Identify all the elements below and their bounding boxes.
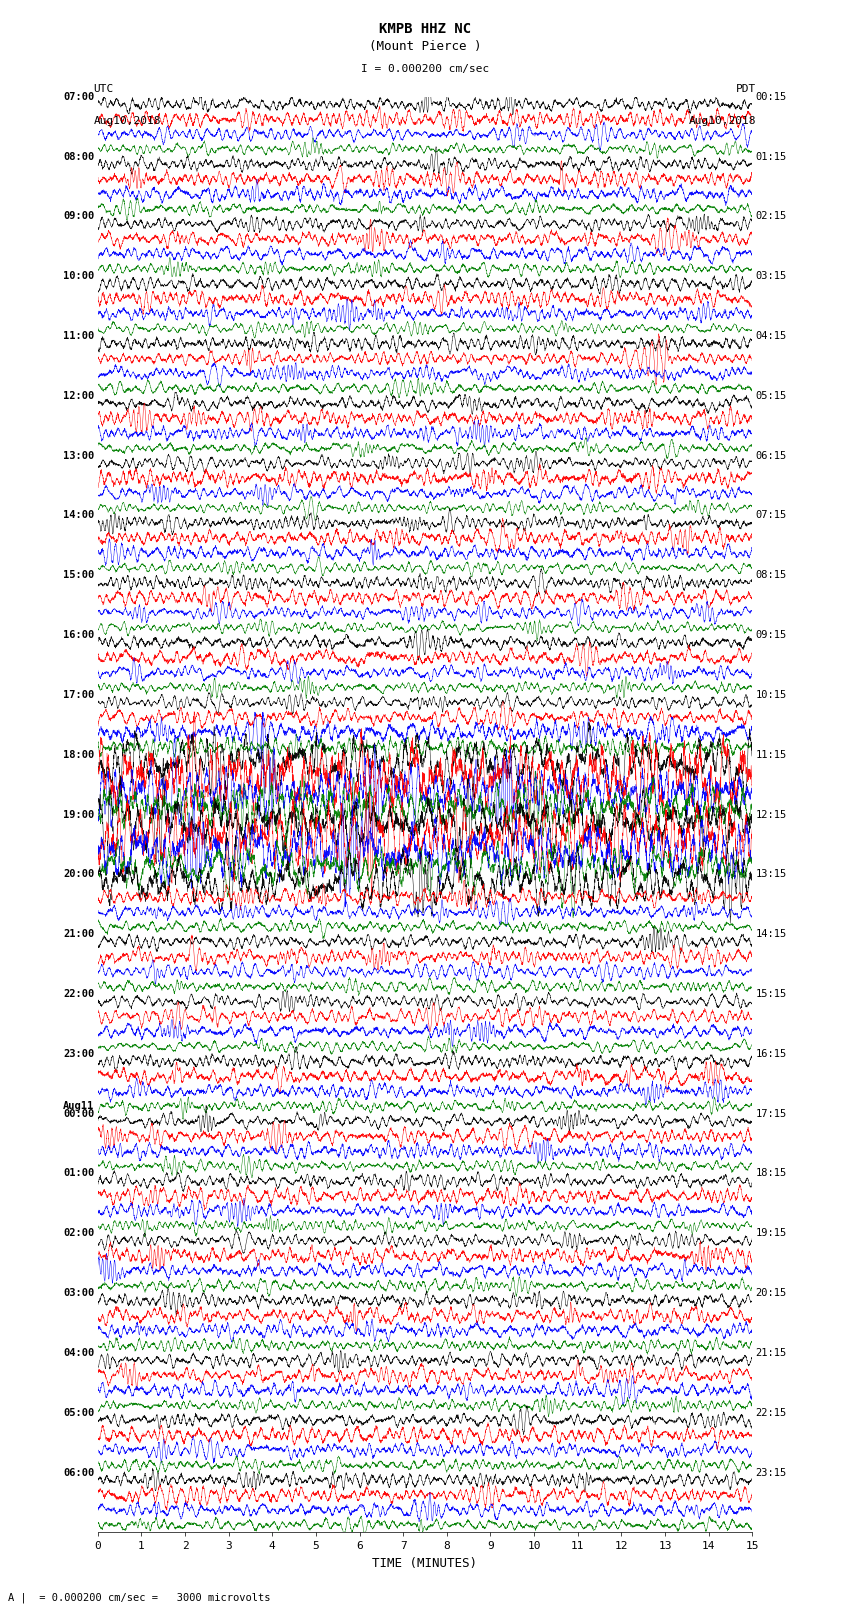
Text: 13:00: 13:00 xyxy=(63,450,94,461)
Text: 18:15: 18:15 xyxy=(756,1168,787,1179)
Text: 15:15: 15:15 xyxy=(756,989,787,998)
Text: 16:15: 16:15 xyxy=(756,1048,787,1058)
Text: 23:00: 23:00 xyxy=(63,1048,94,1058)
Text: 04:15: 04:15 xyxy=(756,331,787,340)
Text: 11:15: 11:15 xyxy=(756,750,787,760)
Text: 06:00: 06:00 xyxy=(63,1468,94,1478)
Text: UTC: UTC xyxy=(94,84,114,94)
X-axis label: TIME (MINUTES): TIME (MINUTES) xyxy=(372,1557,478,1569)
Text: 02:00: 02:00 xyxy=(63,1227,94,1239)
Text: 07:00: 07:00 xyxy=(63,92,94,102)
Text: 10:00: 10:00 xyxy=(63,271,94,281)
Text: 17:15: 17:15 xyxy=(756,1108,787,1119)
Text: 11:00: 11:00 xyxy=(63,331,94,340)
Text: 22:00: 22:00 xyxy=(63,989,94,998)
Text: 06:15: 06:15 xyxy=(756,450,787,461)
Text: 21:00: 21:00 xyxy=(63,929,94,939)
Text: 00:00: 00:00 xyxy=(63,1108,94,1119)
Text: 03:00: 03:00 xyxy=(63,1289,94,1298)
Text: 14:15: 14:15 xyxy=(756,929,787,939)
Text: KMPB HHZ NC: KMPB HHZ NC xyxy=(379,23,471,35)
Text: 01:00: 01:00 xyxy=(63,1168,94,1179)
Text: Aug11: Aug11 xyxy=(63,1102,94,1111)
Text: 07:15: 07:15 xyxy=(756,510,787,521)
Text: 13:15: 13:15 xyxy=(756,869,787,879)
Text: 12:15: 12:15 xyxy=(756,810,787,819)
Text: 19:00: 19:00 xyxy=(63,810,94,819)
Text: 17:00: 17:00 xyxy=(63,690,94,700)
Text: 20:00: 20:00 xyxy=(63,869,94,879)
Text: 09:15: 09:15 xyxy=(756,631,787,640)
Text: (Mount Pierce ): (Mount Pierce ) xyxy=(369,40,481,53)
Text: 12:00: 12:00 xyxy=(63,390,94,402)
Text: 15:00: 15:00 xyxy=(63,571,94,581)
Text: 23:15: 23:15 xyxy=(756,1468,787,1478)
Text: 03:15: 03:15 xyxy=(756,271,787,281)
Text: 04:00: 04:00 xyxy=(63,1348,94,1358)
Text: 05:00: 05:00 xyxy=(63,1408,94,1418)
Text: 02:15: 02:15 xyxy=(756,211,787,221)
Text: PDT: PDT xyxy=(736,84,756,94)
Text: I = 0.000200 cm/sec: I = 0.000200 cm/sec xyxy=(361,65,489,74)
Text: 09:00: 09:00 xyxy=(63,211,94,221)
Text: 14:00: 14:00 xyxy=(63,510,94,521)
Text: 21:15: 21:15 xyxy=(756,1348,787,1358)
Text: 16:00: 16:00 xyxy=(63,631,94,640)
Text: 05:15: 05:15 xyxy=(756,390,787,402)
Text: 19:15: 19:15 xyxy=(756,1227,787,1239)
Text: 18:00: 18:00 xyxy=(63,750,94,760)
Text: 10:15: 10:15 xyxy=(756,690,787,700)
Text: Aug10,2018: Aug10,2018 xyxy=(689,116,756,126)
Text: 01:15: 01:15 xyxy=(756,152,787,161)
Text: Aug10,2018: Aug10,2018 xyxy=(94,116,161,126)
Text: 00:15: 00:15 xyxy=(756,92,787,102)
Text: 08:00: 08:00 xyxy=(63,152,94,161)
Text: 20:15: 20:15 xyxy=(756,1289,787,1298)
Text: 22:15: 22:15 xyxy=(756,1408,787,1418)
Text: 08:15: 08:15 xyxy=(756,571,787,581)
Text: A |  = 0.000200 cm/sec =   3000 microvolts: A | = 0.000200 cm/sec = 3000 microvolts xyxy=(8,1592,271,1603)
